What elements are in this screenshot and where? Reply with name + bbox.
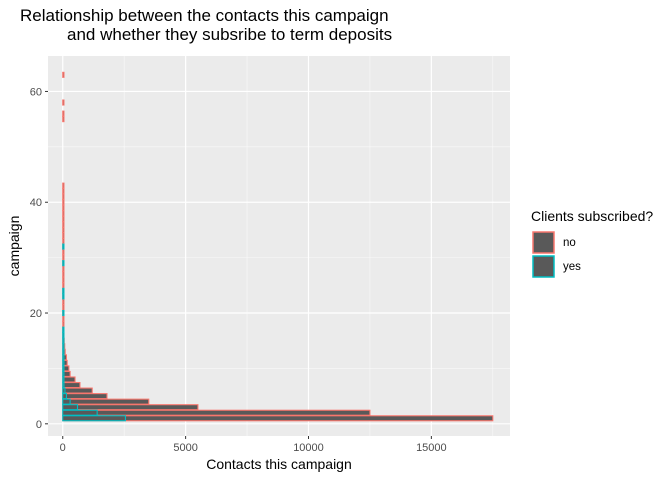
bar-yes: [62, 243, 65, 250]
bar-no: [62, 387, 93, 394]
bar-yes: [62, 376, 65, 383]
bar-yes: [62, 348, 65, 355]
bar-no: [62, 193, 65, 200]
bar-no: [62, 398, 150, 405]
bar-no: [62, 226, 65, 233]
bar-yes: [62, 354, 65, 361]
bars-series-yes: [62, 243, 126, 422]
legend-key-no: [532, 231, 555, 254]
bar-yes: [62, 398, 71, 405]
bar-no: [62, 71, 65, 78]
bar-no: [62, 199, 65, 206]
x-tick-label: 5000: [173, 442, 197, 454]
bar-no: [62, 204, 65, 211]
legend-key-yes: [532, 255, 555, 278]
bar-no: [62, 116, 65, 123]
bar-yes: [62, 359, 65, 366]
bar-yes: [62, 415, 126, 422]
bars-series-no: [62, 71, 494, 422]
bar-no: [62, 249, 65, 256]
bar-no: [62, 254, 65, 261]
bar-yes: [62, 409, 98, 416]
bar-no: [62, 304, 65, 311]
bar-yes: [62, 365, 65, 372]
bar-no: [62, 409, 371, 416]
legend: Clients subscribed? no yes: [531, 208, 653, 278]
plot-panel: [48, 56, 510, 436]
bar-no: [62, 188, 65, 195]
y-axis-title: campaign: [6, 216, 22, 277]
bar-no: [62, 415, 494, 422]
bar-no: [62, 232, 65, 239]
bar-yes: [62, 343, 65, 350]
y-tick-label: 20: [30, 308, 42, 320]
bar-yes: [62, 260, 65, 267]
bar-no: [62, 404, 199, 411]
minor-gridlines: [48, 56, 510, 436]
legend-title: Clients subscribed?: [531, 208, 653, 224]
bar-no: [62, 210, 65, 217]
bar-yes: [62, 332, 65, 339]
bar-no: [62, 182, 65, 189]
bar-no: [62, 376, 76, 383]
bar-no: [62, 237, 65, 245]
chart-title-line-1: Relationship between the contacts this c…: [20, 6, 389, 25]
bar-no: [62, 276, 65, 283]
x-axis-title: Contacts this campaign: [206, 456, 352, 472]
bar-no: [62, 265, 65, 272]
bar-no: [62, 298, 65, 305]
bar-yes: [62, 387, 66, 394]
y-axis-ticks: 0 20 40 60: [30, 86, 48, 431]
bar-no: [62, 381, 81, 389]
bar-no: [62, 221, 65, 228]
bar-no: [62, 271, 65, 278]
y-tick-label: 0: [36, 419, 42, 431]
bar-yes: [62, 370, 65, 378]
bar-no: [62, 110, 65, 117]
bar-yes: [62, 293, 65, 300]
x-axis-ticks: 0 5000 10000 15000: [60, 436, 447, 454]
bar-yes: [62, 309, 65, 317]
bar-yes: [62, 326, 65, 333]
bar-no: [62, 393, 108, 400]
major-gridlines: [48, 56, 510, 436]
legend-label-yes: yes: [563, 261, 581, 273]
x-tick-label: 10000: [293, 442, 324, 454]
x-tick-label: 15000: [416, 442, 447, 454]
y-tick-label: 40: [30, 197, 42, 209]
bar-yes: [62, 393, 67, 400]
bar-yes: [62, 337, 65, 344]
bar-yes: [62, 381, 65, 389]
bar-no: [62, 282, 65, 289]
chart-title-line-2: and whether they subsribe to term deposi…: [67, 25, 392, 44]
bar-no: [62, 315, 65, 322]
y-tick-label: 60: [30, 86, 42, 98]
bar-no: [62, 215, 65, 222]
x-tick-label: 0: [60, 442, 66, 454]
bar-no: [62, 99, 65, 106]
bar-yes: [62, 287, 65, 294]
legend-label-no: no: [563, 237, 576, 249]
bar-yes: [62, 404, 79, 411]
bar-no: [62, 321, 65, 328]
